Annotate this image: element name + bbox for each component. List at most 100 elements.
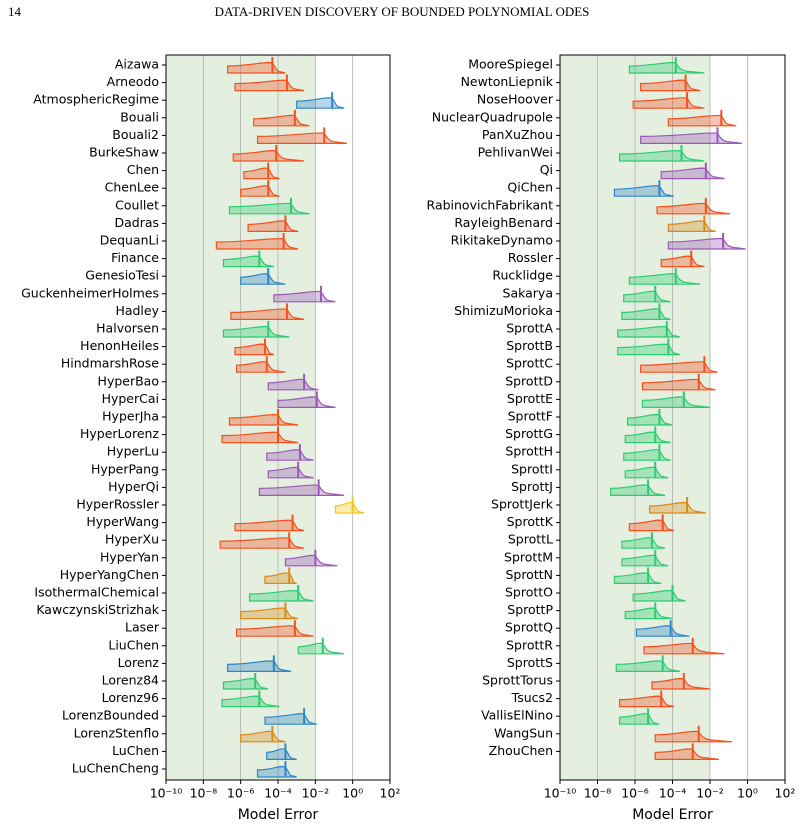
category-label: Arneodo bbox=[107, 74, 159, 89]
category-label: LorenzStenflo bbox=[74, 725, 159, 740]
category-label: SprottA bbox=[506, 321, 553, 336]
category-label: SprottF bbox=[508, 409, 553, 424]
category-label: NoseHoover bbox=[477, 92, 554, 107]
category-label: SprottJerk bbox=[491, 497, 554, 512]
category-label: LiuChen bbox=[108, 637, 159, 652]
category-label: HenonHeiles bbox=[80, 338, 159, 353]
x-tick-label: 10⁰ bbox=[737, 786, 758, 801]
category-label: HyperYan bbox=[100, 549, 159, 564]
category-label: SprottL bbox=[508, 532, 553, 547]
category-label: LuChenCheng bbox=[72, 761, 159, 776]
x-tick-label: 10⁻⁸ bbox=[584, 786, 612, 801]
category-label: Hadley bbox=[115, 303, 159, 318]
category-label: IsothermalChemical bbox=[34, 585, 159, 600]
category-label: SprottP bbox=[507, 602, 553, 617]
category-label: DequanLi bbox=[100, 233, 159, 248]
category-label: HyperBao bbox=[98, 373, 159, 388]
category-label: PanXuZhou bbox=[482, 127, 553, 142]
category-label: ChenLee bbox=[105, 180, 160, 195]
category-label: HyperPang bbox=[91, 461, 159, 476]
category-label: RayleighBenard bbox=[454, 215, 553, 230]
category-label: Dadras bbox=[114, 215, 159, 230]
category-label: Sakarya bbox=[503, 285, 553, 300]
x-tick-label: 10⁻¹⁰ bbox=[150, 786, 183, 801]
category-label: HyperRossler bbox=[76, 497, 160, 512]
category-label: KawczynskiStrizhak bbox=[36, 602, 159, 617]
category-label: NuclearQuadrupole bbox=[432, 109, 554, 124]
category-label: Halvorsen bbox=[96, 321, 159, 336]
x-tick-label: 10⁻⁸ bbox=[190, 786, 218, 801]
category-label: HyperLu bbox=[107, 444, 159, 459]
category-label: GuckenheimerHolmes bbox=[21, 285, 159, 300]
x-tick-label: 10² bbox=[380, 786, 401, 801]
category-label: GenesioTesi bbox=[85, 268, 159, 283]
x-tick-label: 10⁰ bbox=[342, 786, 363, 801]
category-label: Chen bbox=[127, 162, 159, 177]
x-tick-label: 10⁻¹⁰ bbox=[544, 786, 577, 801]
category-label: SprottM bbox=[504, 549, 553, 564]
category-label: Lorenz84 bbox=[102, 673, 159, 688]
category-label: SprottD bbox=[505, 373, 553, 388]
category-label: LorenzBounded bbox=[62, 708, 159, 723]
category-label: RikitakeDynamo bbox=[451, 233, 553, 248]
running-title: DATA-DRIVEN DISCOVERY OF BOUNDED POLYNOM… bbox=[215, 4, 590, 19]
category-label: SprottN bbox=[505, 567, 553, 582]
category-label: Qi bbox=[540, 162, 553, 177]
x-tick-label: 10⁻⁴ bbox=[659, 786, 687, 801]
category-label: Aizawa bbox=[115, 57, 159, 72]
category-label: WangSun bbox=[494, 725, 553, 740]
category-label: SprottS bbox=[507, 655, 553, 670]
category-label: SprottJ bbox=[511, 479, 553, 494]
category-label: BurkeShaw bbox=[89, 145, 159, 160]
category-label: LuChen bbox=[112, 743, 159, 758]
category-label: SprottTorus bbox=[482, 673, 553, 688]
category-label: Laser bbox=[125, 620, 160, 635]
category-label: HyperWang bbox=[86, 514, 159, 529]
x-tick-label: 10⁻² bbox=[302, 786, 330, 801]
category-label: SprottO bbox=[505, 585, 553, 600]
x-tick-label: 10⁻⁶ bbox=[227, 786, 255, 801]
category-label: Lorenz bbox=[118, 655, 160, 670]
x-axis-label: Model Error bbox=[238, 807, 319, 823]
category-label: HyperCai bbox=[102, 391, 159, 406]
category-label: MooreSpiegel bbox=[468, 57, 553, 72]
category-label: SprottK bbox=[507, 514, 554, 529]
category-label: Coullet bbox=[115, 197, 159, 212]
x-tick-label: 10⁻⁴ bbox=[264, 786, 292, 801]
category-label: SprottH bbox=[505, 444, 553, 459]
category-label: ZhouChen bbox=[489, 743, 553, 758]
category-label: VallisElNino bbox=[481, 708, 553, 723]
axes-frame bbox=[165, 54, 391, 781]
x-axis-label: Model Error bbox=[632, 807, 713, 823]
category-label: RabinovichFabrikant bbox=[427, 197, 554, 212]
category-label: Finance bbox=[111, 250, 159, 265]
category-label: SprottI bbox=[511, 461, 553, 476]
category-label: QiChen bbox=[507, 180, 553, 195]
category-label: NewtonLiepnik bbox=[461, 74, 554, 89]
category-label: HyperJha bbox=[102, 409, 159, 424]
category-label: ShimizuMorioka bbox=[454, 303, 553, 318]
category-label: AtmosphericRegime bbox=[33, 92, 159, 107]
category-label: Rossler bbox=[508, 250, 554, 265]
category-label: SprottB bbox=[506, 338, 553, 353]
category-label: HindmarshRose bbox=[61, 356, 159, 371]
category-label: HyperQi bbox=[108, 479, 159, 494]
category-label: Bouali2 bbox=[112, 127, 159, 142]
category-label: SprottG bbox=[505, 426, 553, 441]
x-tick-label: 10² bbox=[775, 786, 796, 801]
category-label: PehlivanWei bbox=[478, 145, 553, 160]
axes-frame bbox=[559, 54, 786, 781]
ridge bbox=[334, 501, 365, 514]
category-label: Bouali bbox=[120, 109, 159, 124]
x-tick-label: 10⁻⁶ bbox=[621, 786, 649, 801]
page-number: 14 bbox=[8, 4, 22, 19]
category-label: Tsucs2 bbox=[511, 690, 553, 705]
category-label: Lorenz96 bbox=[102, 690, 159, 705]
x-tick-label: 10⁻² bbox=[696, 786, 724, 801]
category-label: SprottQ bbox=[505, 620, 553, 635]
category-label: HyperYangChen bbox=[60, 567, 159, 582]
category-label: HyperXu bbox=[105, 532, 159, 547]
category-label: SprottC bbox=[506, 356, 553, 371]
